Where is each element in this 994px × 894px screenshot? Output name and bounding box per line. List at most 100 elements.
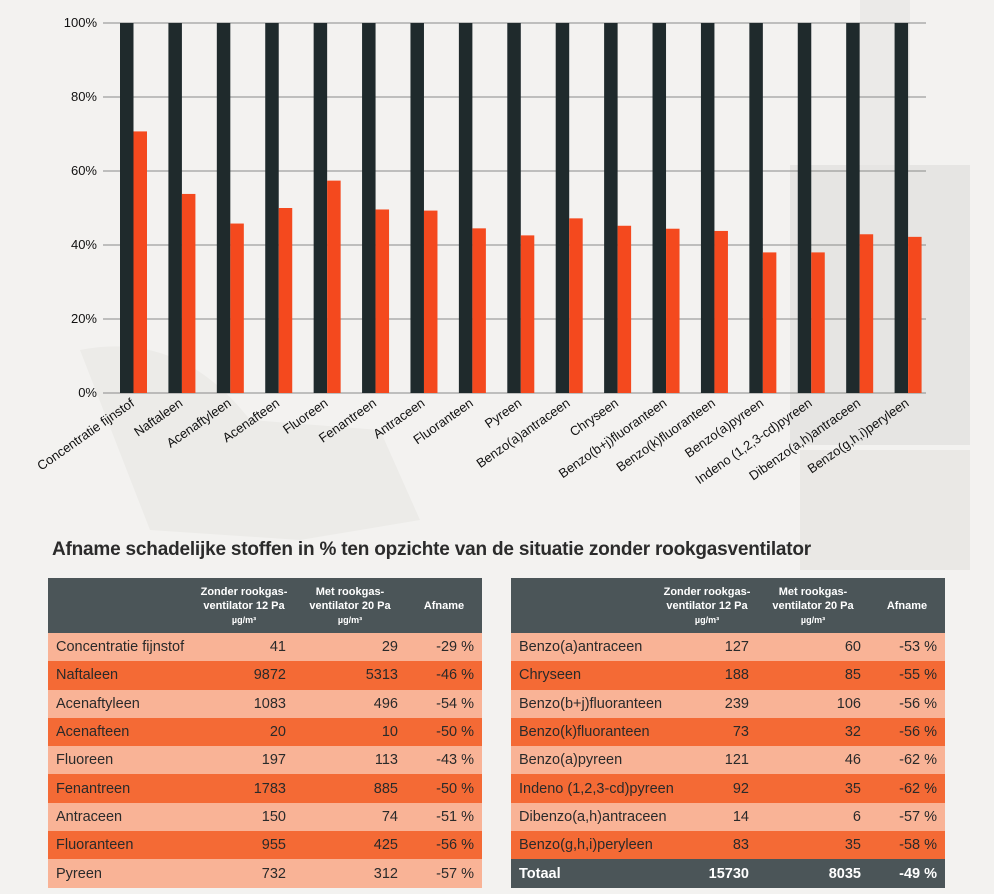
cell-afname: -62 % bbox=[869, 746, 945, 775]
table-row: Fenantreen 1783 885 -50 % bbox=[48, 774, 482, 803]
table-row: Fluoranteen 955 425 -56 % bbox=[48, 831, 482, 860]
bar-met bbox=[569, 218, 583, 393]
total-row: Totaal 15730 8035 -49 % bbox=[511, 859, 945, 888]
table-row: Concentratie fijnstof 41 29 -29 % bbox=[48, 633, 482, 662]
header-met: Met rookgas-ventilator 20 Pa µg/m³ bbox=[294, 578, 406, 633]
cell-met: 6 bbox=[757, 802, 869, 832]
table-row: Acenaftyleen 1083 496 -54 % bbox=[48, 689, 482, 718]
cell-zonder: 14 bbox=[657, 802, 757, 832]
section-title: Afname schadelijke stoffen in % ten opzi… bbox=[52, 539, 812, 560]
cell-name: Fluoreen bbox=[48, 746, 194, 775]
bar-met bbox=[181, 193, 196, 393]
header-name bbox=[48, 578, 194, 633]
cell-zonder: 127 bbox=[657, 633, 757, 662]
bar-zonder bbox=[507, 23, 521, 393]
cell-name: Indeno (1,2,3-cd)pyreen bbox=[511, 774, 674, 803]
cell-met: 29 bbox=[294, 633, 406, 662]
table-header: Zonder rookgas-ventilator 12 Pa µg/m³ Met… bbox=[48, 578, 482, 633]
bar-met bbox=[278, 208, 293, 393]
cell-name: Dibenzo(a,h)antraceen bbox=[511, 802, 667, 832]
cell-zonder: 121 bbox=[657, 746, 757, 775]
table-left: Zonder rookgas-ventilator 12 Pa µg/m³ Met… bbox=[48, 578, 482, 888]
cell-met: 312 bbox=[294, 859, 406, 888]
cell-met: 425 bbox=[294, 831, 406, 860]
bar-zonder bbox=[362, 23, 376, 393]
bar-zonder bbox=[846, 23, 860, 393]
cell-met: 85 bbox=[757, 661, 869, 690]
cell-name: Acenaftyleen bbox=[48, 689, 194, 718]
header-afname: Afname bbox=[406, 578, 482, 633]
cell-afname: -56 % bbox=[406, 831, 482, 860]
header-zonder: Zonder rookgas-ventilator 12 Pa µg/m³ bbox=[657, 578, 757, 633]
table-right: Zonder rookgas-ventilator 12 Pa µg/m³ Met… bbox=[511, 578, 945, 888]
cell-zonder: 150 bbox=[194, 802, 294, 832]
cell-afname: -51 % bbox=[406, 802, 482, 832]
cell-afname: -46 % bbox=[406, 661, 482, 690]
cell-name: Acenafteen bbox=[48, 717, 194, 747]
total-afname: -49 % bbox=[869, 859, 945, 888]
cell-met: 496 bbox=[294, 689, 406, 718]
bar-zonder bbox=[120, 23, 134, 393]
total-name: Totaal bbox=[511, 859, 657, 888]
cell-afname: -54 % bbox=[406, 689, 482, 718]
bar-met bbox=[908, 236, 922, 393]
y-tick-label: 100% bbox=[64, 15, 98, 30]
cell-afname: -53 % bbox=[869, 633, 945, 662]
bar-met bbox=[666, 228, 680, 393]
header-name bbox=[511, 578, 657, 633]
bar-zonder bbox=[894, 23, 909, 393]
bar-met bbox=[375, 209, 390, 393]
cell-afname: -56 % bbox=[869, 717, 945, 747]
cell-afname: -56 % bbox=[869, 689, 945, 718]
cell-met: 46 bbox=[757, 746, 869, 775]
cell-zonder: 83 bbox=[657, 831, 757, 860]
cell-zonder: 1083 bbox=[194, 689, 294, 718]
y-tick-label: 0% bbox=[78, 385, 97, 400]
bar-zonder bbox=[458, 23, 473, 393]
table-row: Antraceen 150 74 -51 % bbox=[48, 802, 482, 832]
cell-zonder: 92 bbox=[657, 774, 757, 803]
bar-zonder bbox=[749, 23, 763, 393]
cell-afname: -57 % bbox=[406, 859, 482, 888]
cell-zonder: 20 bbox=[194, 717, 294, 747]
cell-zonder: 1783 bbox=[194, 774, 294, 803]
cell-name: Benzo(a)antraceen bbox=[511, 633, 657, 662]
cell-met: 5313 bbox=[294, 661, 406, 690]
cell-name: Antraceen bbox=[48, 802, 194, 832]
y-tick-label: 20% bbox=[71, 311, 97, 326]
cell-zonder: 197 bbox=[194, 746, 294, 775]
cell-name: Concentratie fijnstof bbox=[48, 633, 194, 662]
table-row: Fluoreen 197 113 -43 % bbox=[48, 746, 482, 775]
cell-afname: -62 % bbox=[869, 774, 945, 803]
cell-afname: -29 % bbox=[406, 633, 482, 662]
bar-zonder bbox=[410, 23, 424, 393]
bar-met bbox=[133, 131, 147, 393]
bar-met bbox=[811, 252, 825, 393]
cell-zonder: 955 bbox=[194, 831, 294, 860]
cell-met: 32 bbox=[757, 717, 869, 747]
bar-met bbox=[230, 223, 244, 393]
cell-name: Fluoranteen bbox=[48, 831, 194, 860]
cell-afname: -58 % bbox=[869, 831, 945, 860]
table-row: Indeno (1,2,3-cd)pyreen 92 35 -62 % bbox=[511, 774, 945, 803]
table-row: Acenafteen 20 10 -50 % bbox=[48, 717, 482, 747]
bar-zonder bbox=[555, 23, 570, 393]
cell-name: Chryseen bbox=[511, 661, 657, 690]
table-row: Benzo(g,h,i)peryleen 83 35 -58 % bbox=[511, 831, 945, 860]
x-tick-label: Concentratie fijnstof bbox=[34, 395, 137, 473]
cell-zonder: 73 bbox=[657, 717, 757, 747]
cell-afname: -50 % bbox=[406, 774, 482, 803]
cell-met: 74 bbox=[294, 802, 406, 832]
bar-zonder bbox=[604, 23, 618, 393]
table-row: Dibenzo(a,h)antraceen 14 6 -57 % bbox=[511, 802, 945, 832]
cell-met: 60 bbox=[757, 633, 869, 662]
y-tick-label: 40% bbox=[71, 237, 97, 252]
bar-zonder bbox=[313, 23, 328, 393]
table-row: Naftaleen 9872 5313 -46 % bbox=[48, 661, 482, 690]
bar-met bbox=[859, 234, 874, 393]
x-tick-label: Pyreen bbox=[482, 395, 524, 431]
y-tick-label: 60% bbox=[71, 163, 97, 178]
bar-met bbox=[327, 180, 341, 393]
total-met: 8035 bbox=[757, 859, 869, 888]
bar-met bbox=[617, 225, 632, 393]
